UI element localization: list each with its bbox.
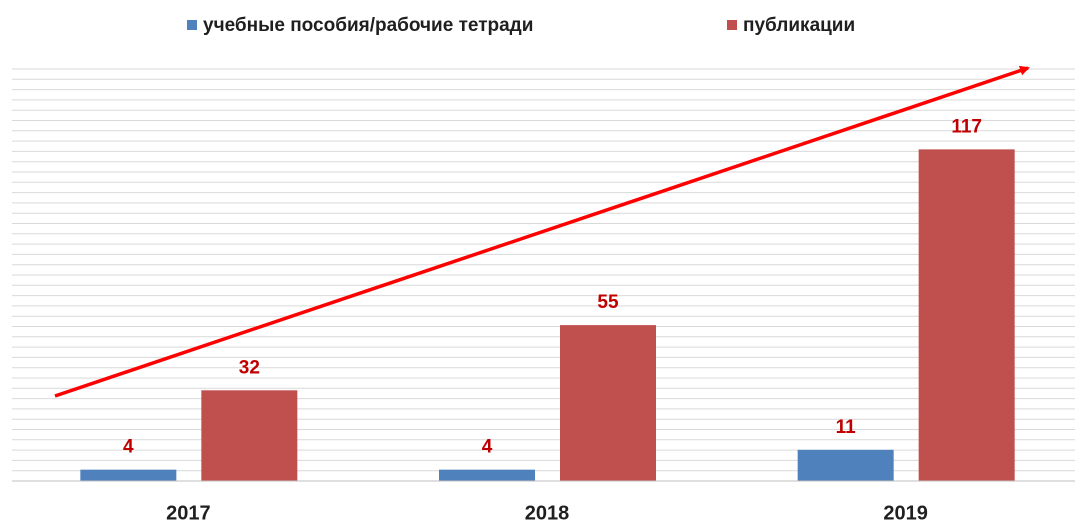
x-tick-label: 2017 xyxy=(166,502,211,524)
bar xyxy=(918,149,1015,481)
bar xyxy=(439,469,535,481)
legend-swatch xyxy=(727,20,737,30)
grid xyxy=(12,68,1075,472)
value-label: 11 xyxy=(836,417,857,438)
value-label: 55 xyxy=(597,292,619,313)
value-label: 4 xyxy=(482,437,493,458)
bar xyxy=(80,469,177,481)
x-tick-label: 2019 xyxy=(883,502,928,524)
x-tick-label: 2018 xyxy=(525,502,570,524)
value-label: 4 xyxy=(123,437,134,458)
value-label: 117 xyxy=(951,116,982,137)
legend-text: учебные пособия/рабочие тетради xyxy=(203,15,533,36)
legend-text: публикации xyxy=(743,15,855,36)
bar xyxy=(201,390,298,481)
legend-swatch xyxy=(187,20,197,30)
bar xyxy=(560,325,656,481)
bar xyxy=(797,449,894,481)
trend-arrow xyxy=(54,65,1030,398)
bars xyxy=(80,149,1015,481)
value-label: 32 xyxy=(239,357,260,378)
